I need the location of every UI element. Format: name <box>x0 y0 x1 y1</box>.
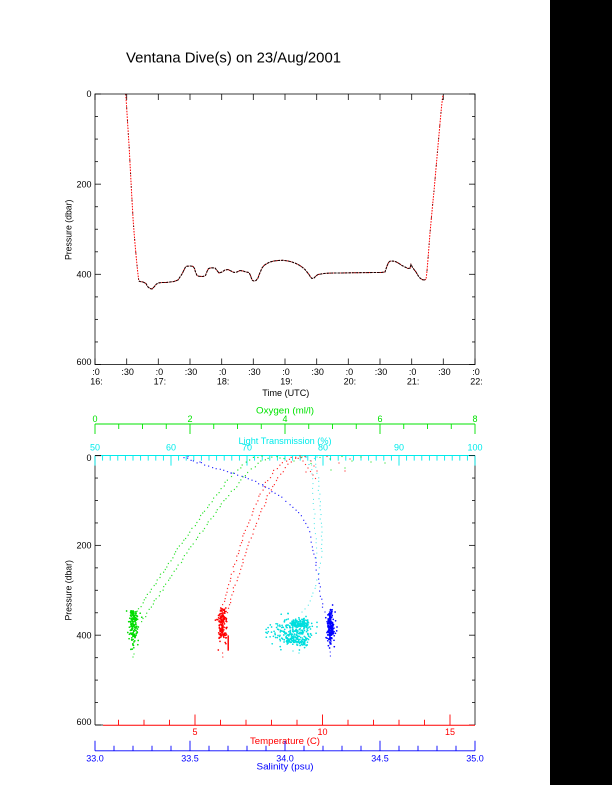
svg-text:Salinity (psu): Salinity (psu) <box>257 762 314 772</box>
svg-text:Pressure (dbar): Pressure (dbar) <box>64 560 74 621</box>
svg-text:4: 4 <box>282 414 287 424</box>
svg-text:100: 100 <box>467 443 482 453</box>
svg-text::30: :30 <box>438 367 451 377</box>
svg-text:90: 90 <box>394 443 404 453</box>
svg-text:0: 0 <box>86 89 91 99</box>
svg-text::30: :30 <box>185 367 198 377</box>
svg-text:2: 2 <box>187 414 192 424</box>
svg-text:34.0: 34.0 <box>276 754 294 764</box>
svg-text:Pressure (dbar): Pressure (dbar) <box>64 200 74 260</box>
svg-text:60: 60 <box>166 443 176 453</box>
svg-text:8: 8 <box>472 414 477 424</box>
svg-text:Time (UTC): Time (UTC) <box>262 388 309 398</box>
svg-text::0: :0 <box>92 367 100 377</box>
svg-text:Ventana Dive(s) on 23/Aug/2001: Ventana Dive(s) on 23/Aug/2001 <box>126 50 341 66</box>
svg-text:Oxygen (ml/l): Oxygen (ml/l) <box>256 406 314 416</box>
svg-text:200: 200 <box>76 179 91 189</box>
svg-text:200: 200 <box>76 541 91 551</box>
svg-text:5: 5 <box>192 727 197 737</box>
svg-text:400: 400 <box>76 630 91 640</box>
svg-text:18:: 18: <box>217 376 230 386</box>
svg-text:22:: 22: <box>470 376 483 386</box>
svg-text:0: 0 <box>92 414 97 424</box>
svg-text:16:: 16: <box>90 376 103 386</box>
svg-text::0: :0 <box>472 367 480 377</box>
svg-text::30: :30 <box>311 367 324 377</box>
svg-text:19:: 19: <box>280 376 293 386</box>
svg-text::0: :0 <box>156 367 164 377</box>
svg-text::30: :30 <box>248 367 261 377</box>
svg-text:17:: 17: <box>154 376 167 386</box>
svg-text::0: :0 <box>346 367 354 377</box>
svg-text:400: 400 <box>76 270 91 280</box>
svg-text:35.0: 35.0 <box>466 754 484 764</box>
svg-text:70: 70 <box>242 443 252 453</box>
svg-text:21:: 21: <box>407 376 420 386</box>
svg-text:600: 600 <box>76 717 91 727</box>
svg-text:33.0: 33.0 <box>86 754 104 764</box>
svg-text:Light Transmission (%): Light Transmission (%) <box>239 436 332 446</box>
svg-text:6: 6 <box>377 414 382 424</box>
svg-text:34.5: 34.5 <box>371 754 389 764</box>
svg-text::0: :0 <box>282 367 290 377</box>
svg-text:10: 10 <box>317 727 327 737</box>
svg-text:0: 0 <box>86 453 91 463</box>
svg-text:20:: 20: <box>344 376 357 386</box>
svg-text::30: :30 <box>121 367 134 377</box>
svg-text::30: :30 <box>375 367 388 377</box>
svg-text:33.5: 33.5 <box>181 754 199 764</box>
svg-text:15: 15 <box>445 727 455 737</box>
svg-text:80: 80 <box>318 443 328 453</box>
svg-text:600: 600 <box>76 357 91 367</box>
svg-text::0: :0 <box>409 367 417 377</box>
svg-text::0: :0 <box>219 367 227 377</box>
svg-text:50: 50 <box>90 443 100 453</box>
